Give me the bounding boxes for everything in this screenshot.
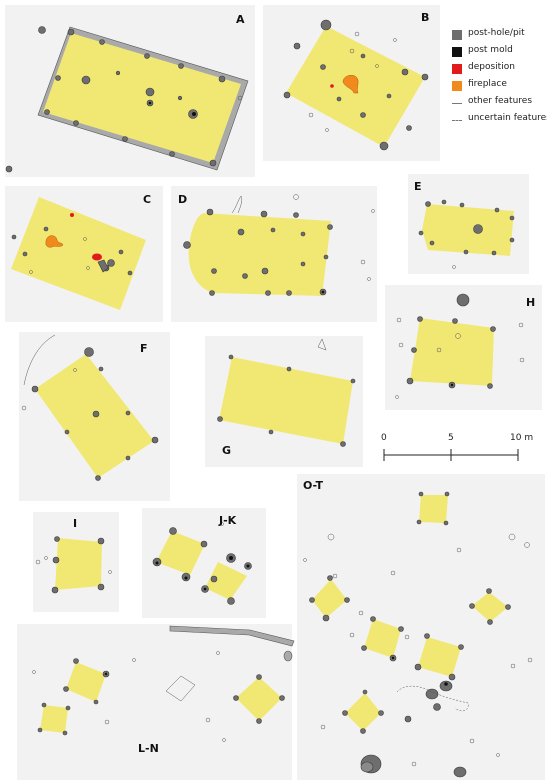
panel-label-jk: J-K bbox=[219, 514, 237, 527]
deposition-swatch-icon bbox=[452, 64, 462, 74]
legend-item-uncertain: uncertain features bbox=[452, 112, 547, 129]
scale-label-five: 5 bbox=[448, 433, 454, 443]
panel-label-a: A bbox=[236, 13, 245, 26]
panel-label-h: H bbox=[526, 296, 536, 309]
panel-ot bbox=[297, 474, 545, 780]
legend-item-postmold: post mold bbox=[452, 44, 547, 61]
posthole-swatch-icon bbox=[452, 30, 462, 40]
building-a bbox=[5, 26, 249, 173]
building-h bbox=[395, 293, 525, 399]
legend-label-posthole: post-hole/pit bbox=[468, 28, 525, 38]
panel-label-ln: L-N bbox=[138, 742, 159, 755]
legend: post-hole/pit post mold deposition firep… bbox=[452, 27, 547, 129]
uncertain-line-icon bbox=[452, 120, 462, 121]
postmold-swatch-icon bbox=[452, 47, 462, 57]
building-b bbox=[283, 19, 429, 151]
building-ot bbox=[303, 491, 533, 778]
building-f bbox=[21, 334, 159, 481]
building-jk bbox=[152, 522, 252, 605]
legend-item-deposition: deposition bbox=[452, 61, 547, 78]
legend-label-deposition: deposition bbox=[468, 62, 515, 72]
legend-label-other: other features bbox=[468, 96, 533, 106]
panel-label-g: G bbox=[222, 444, 232, 457]
panel-label-i: I bbox=[73, 517, 78, 530]
fireplace-swatch-icon bbox=[452, 81, 462, 91]
legend-label-postmold: post mold bbox=[468, 45, 513, 55]
building-i bbox=[35, 536, 112, 594]
scale-label-ten: 10 m bbox=[510, 433, 534, 443]
legend-item-fireplace: fireplace bbox=[452, 78, 547, 95]
other-line-icon bbox=[452, 103, 462, 104]
building-ln bbox=[32, 625, 295, 742]
panel-label-b: B bbox=[421, 11, 430, 24]
building-c bbox=[11, 197, 146, 310]
panel-label-f: F bbox=[140, 342, 148, 355]
legend-item-posthole: post-hole/pit bbox=[452, 27, 547, 44]
legend-item-other: other features bbox=[452, 95, 547, 112]
legend-label-fireplace: fireplace bbox=[468, 79, 507, 89]
legend-label-uncertain: uncertain features bbox=[468, 113, 547, 123]
panel-label-e: E bbox=[414, 180, 422, 193]
scale-label-zero: 0 bbox=[381, 433, 387, 443]
panel-label-ot: O-T bbox=[303, 479, 324, 492]
scale-bar bbox=[383, 449, 519, 461]
building-d bbox=[183, 194, 375, 296]
panel-label-d: D bbox=[178, 193, 188, 206]
building-g bbox=[217, 338, 356, 447]
building-e bbox=[418, 199, 515, 269]
panel-label-c: C bbox=[143, 193, 152, 206]
